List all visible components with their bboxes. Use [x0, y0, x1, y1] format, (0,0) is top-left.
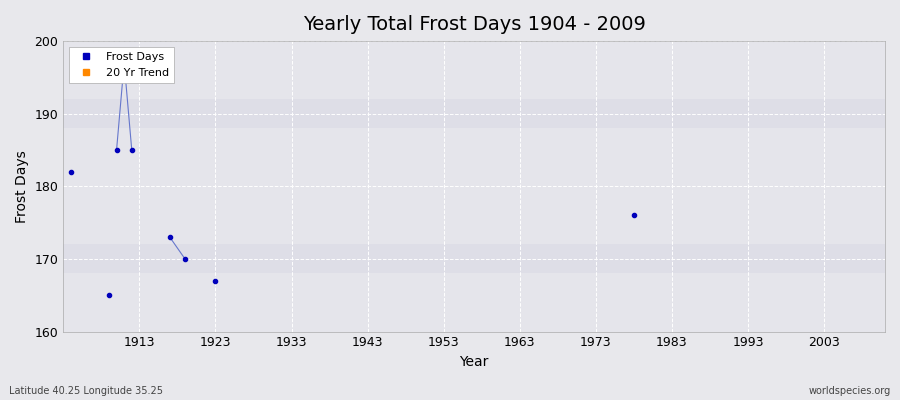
Title: Yearly Total Frost Days 1904 - 2009: Yearly Total Frost Days 1904 - 2009	[302, 15, 645, 34]
Text: Latitude 40.25 Longitude 35.25: Latitude 40.25 Longitude 35.25	[9, 386, 163, 396]
Legend: Frost Days, 20 Yr Trend: Frost Days, 20 Yr Trend	[68, 47, 175, 83]
Text: worldspecies.org: worldspecies.org	[809, 386, 891, 396]
X-axis label: Year: Year	[460, 355, 489, 369]
Bar	[63, 244, 885, 274]
Bar	[63, 99, 885, 128]
Y-axis label: Frost Days: Frost Days	[15, 150, 29, 223]
